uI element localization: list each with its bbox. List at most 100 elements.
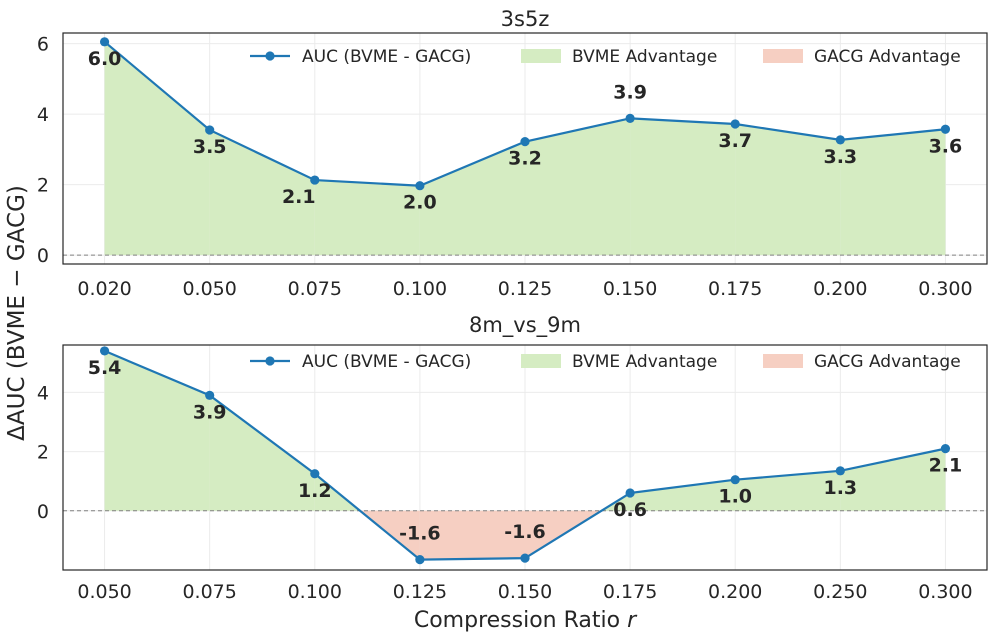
y-tick-label: 6 — [37, 34, 49, 56]
legend: AUC (BVME - GACG) BVME Advantage GACG Adva… — [250, 352, 961, 372]
legend-label-auc: AUC (BVME - GACG) — [302, 47, 471, 67]
data-label: 3.2 — [508, 148, 542, 170]
legend: AUC (BVME - GACG) BVME Advantage GACG Adva… — [250, 47, 961, 67]
x-tick-label: 0.125 — [393, 581, 447, 603]
data-label: 1.0 — [718, 486, 752, 508]
data-label: 1.2 — [298, 480, 332, 502]
gacg-advantage-area — [419, 510, 525, 560]
bvme-advantage-area — [525, 118, 631, 256]
bvme-advantage-area — [840, 448, 946, 511]
data-point — [940, 124, 951, 134]
data-label: 1.3 — [823, 477, 857, 499]
x-tick-label: 0.020 — [77, 278, 131, 300]
x-tick-label: 0.150 — [498, 581, 552, 603]
shared-y-axis-label: ΔAUC (BVME − GACG) — [4, 185, 30, 441]
x-tick-label: 0.200 — [813, 278, 867, 300]
panels: 6.0 3.5 2.1 2.0 3.2 3.9 3.7 3.3 3.6 0 2 4 6 0.020 0.05… — [37, 7, 988, 603]
legend-marker-swatch — [265, 51, 275, 61]
data-point — [730, 475, 740, 485]
data-point — [99, 37, 110, 47]
x-axis-label-text: Compression Ratio — [414, 608, 627, 633]
y-tick-label: 2 — [37, 442, 49, 464]
legend-label-gacg: GACG Advantage — [814, 47, 961, 67]
data-point — [520, 137, 530, 147]
plot-frame — [62, 344, 988, 571]
data-label: 0.6 — [613, 499, 647, 521]
data-point — [625, 113, 635, 123]
chart-title: 8m_vs_9m — [469, 313, 581, 338]
data-label: 3.9 — [613, 81, 647, 103]
legend-swatch-bvme — [521, 49, 561, 63]
x-tick-label: 0.150 — [603, 278, 657, 300]
data-point — [520, 553, 530, 563]
bvme-advantage-area — [209, 395, 315, 511]
plot-frame — [62, 32, 988, 265]
y-tick-label: 4 — [37, 382, 49, 404]
data-label: 3.7 — [718, 130, 752, 152]
bvme-advantage-area — [735, 470, 841, 511]
bvme-advantage-area — [840, 129, 946, 256]
data-point — [835, 135, 845, 145]
data-label: 5.4 — [88, 357, 122, 379]
y-tick-label: 0 — [37, 501, 49, 523]
data-point — [205, 390, 215, 400]
data-point — [99, 346, 110, 356]
x-tick-label: 0.075 — [182, 581, 236, 603]
data-point — [310, 175, 320, 185]
bvme-advantage-area — [630, 118, 736, 256]
legend-label-auc: AUC (BVME - GACG) — [302, 352, 471, 372]
data-label: 6.0 — [88, 48, 122, 70]
data-label: 2.0 — [403, 192, 437, 214]
data-label: 3.9 — [193, 401, 227, 423]
x-tick-label: 0.200 — [708, 581, 762, 603]
chart-panel-1: 6.0 3.5 2.1 2.0 3.2 3.9 3.7 3.3 3.6 0 2 4 6 0.020 0.05… — [37, 7, 988, 300]
x-tick-label: 0.100 — [393, 278, 447, 300]
legend-label-bvme: BVME Advantage — [572, 47, 717, 67]
x-tick-label: 0.250 — [813, 581, 867, 603]
bvme-advantage-area — [630, 479, 736, 511]
data-label: 3.3 — [823, 146, 857, 168]
chart-title: 3s5z — [501, 7, 550, 31]
data-point — [730, 119, 740, 129]
bvme-advantage-area — [419, 141, 525, 256]
y-tick-label: 0 — [37, 245, 49, 267]
legend-label-gacg: GACG Advantage — [814, 352, 961, 372]
data-point — [205, 125, 215, 135]
x-tick-label: 0.075 — [288, 278, 342, 300]
x-tick-label: 0.175 — [708, 278, 762, 300]
bvme-advantage-area — [314, 180, 420, 256]
legend-swatch-gacg — [763, 354, 803, 368]
bvme-advantage-area — [104, 350, 210, 511]
bvme-advantage-area — [104, 41, 210, 256]
data-label: 3.5 — [193, 136, 227, 158]
legend-swatch-bvme — [521, 354, 561, 368]
data-label: 3.6 — [929, 135, 963, 157]
data-label: -1.6 — [399, 523, 441, 545]
x-tick-label: 0.300 — [918, 278, 972, 300]
shared-x-axis-label: Compression Ratio r — [414, 608, 638, 633]
legend-label-bvme: BVME Advantage — [572, 352, 717, 372]
legend-marker-swatch — [265, 356, 275, 366]
data-label: 2.1 — [929, 455, 963, 477]
data-label: -1.6 — [504, 521, 546, 543]
x-axis-label-variable: r — [627, 608, 638, 633]
bvme-advantage-area — [735, 123, 841, 256]
data-point — [835, 466, 845, 476]
data-label: 2.1 — [282, 186, 316, 208]
data-point — [415, 555, 425, 565]
x-tick-label: 0.175 — [603, 581, 657, 603]
chart-panel-2: 5.4 3.9 1.2 -1.6 -1.6 0.6 1.0 1.3 2.1 0 2 4 0.050 0.0… — [37, 313, 988, 603]
x-tick-label: 0.050 — [77, 581, 131, 603]
y-tick-label: 4 — [37, 104, 49, 126]
data-point — [415, 181, 425, 191]
x-tick-label: 0.300 — [918, 581, 972, 603]
data-point — [940, 444, 951, 454]
x-tick-label: 0.100 — [288, 581, 342, 603]
x-tick-label: 0.050 — [182, 278, 236, 300]
bvme-advantage-area — [209, 129, 315, 256]
legend-swatch-gacg — [763, 49, 803, 63]
data-point — [625, 488, 635, 498]
y-tick-label: 2 — [37, 175, 49, 197]
data-point — [310, 469, 320, 479]
